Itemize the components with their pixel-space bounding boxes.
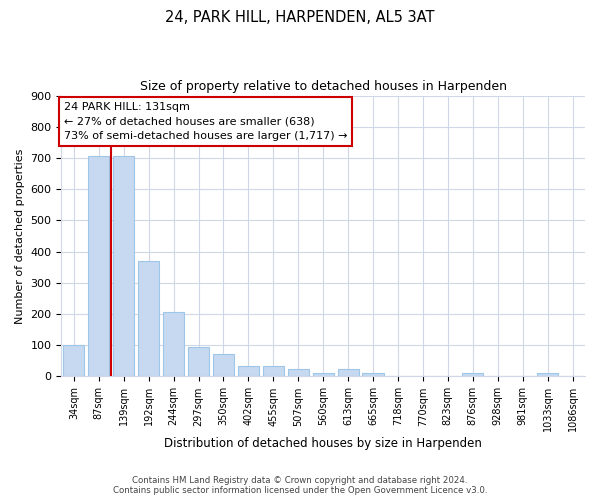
Bar bbox=[537, 374, 558, 376]
Text: 24, PARK HILL, HARPENDEN, AL5 3AT: 24, PARK HILL, HARPENDEN, AL5 3AT bbox=[165, 10, 435, 25]
Title: Size of property relative to detached houses in Harpenden: Size of property relative to detached ho… bbox=[140, 80, 507, 93]
X-axis label: Distribution of detached houses by size in Harpenden: Distribution of detached houses by size … bbox=[164, 437, 482, 450]
Bar bbox=[138, 261, 159, 376]
Bar bbox=[338, 368, 359, 376]
Bar bbox=[238, 366, 259, 376]
Text: 24 PARK HILL: 131sqm
← 27% of detached houses are smaller (638)
73% of semi-deta: 24 PARK HILL: 131sqm ← 27% of detached h… bbox=[64, 102, 347, 142]
Y-axis label: Number of detached properties: Number of detached properties bbox=[15, 148, 25, 324]
Bar bbox=[63, 346, 85, 376]
Bar bbox=[113, 156, 134, 376]
Bar bbox=[263, 366, 284, 376]
Bar bbox=[313, 374, 334, 376]
Bar bbox=[213, 354, 234, 376]
Bar bbox=[287, 368, 309, 376]
Bar bbox=[462, 374, 484, 376]
Bar bbox=[88, 156, 109, 376]
Bar bbox=[163, 312, 184, 376]
Bar bbox=[362, 374, 383, 376]
Text: Contains HM Land Registry data © Crown copyright and database right 2024.
Contai: Contains HM Land Registry data © Crown c… bbox=[113, 476, 487, 495]
Bar bbox=[188, 347, 209, 376]
